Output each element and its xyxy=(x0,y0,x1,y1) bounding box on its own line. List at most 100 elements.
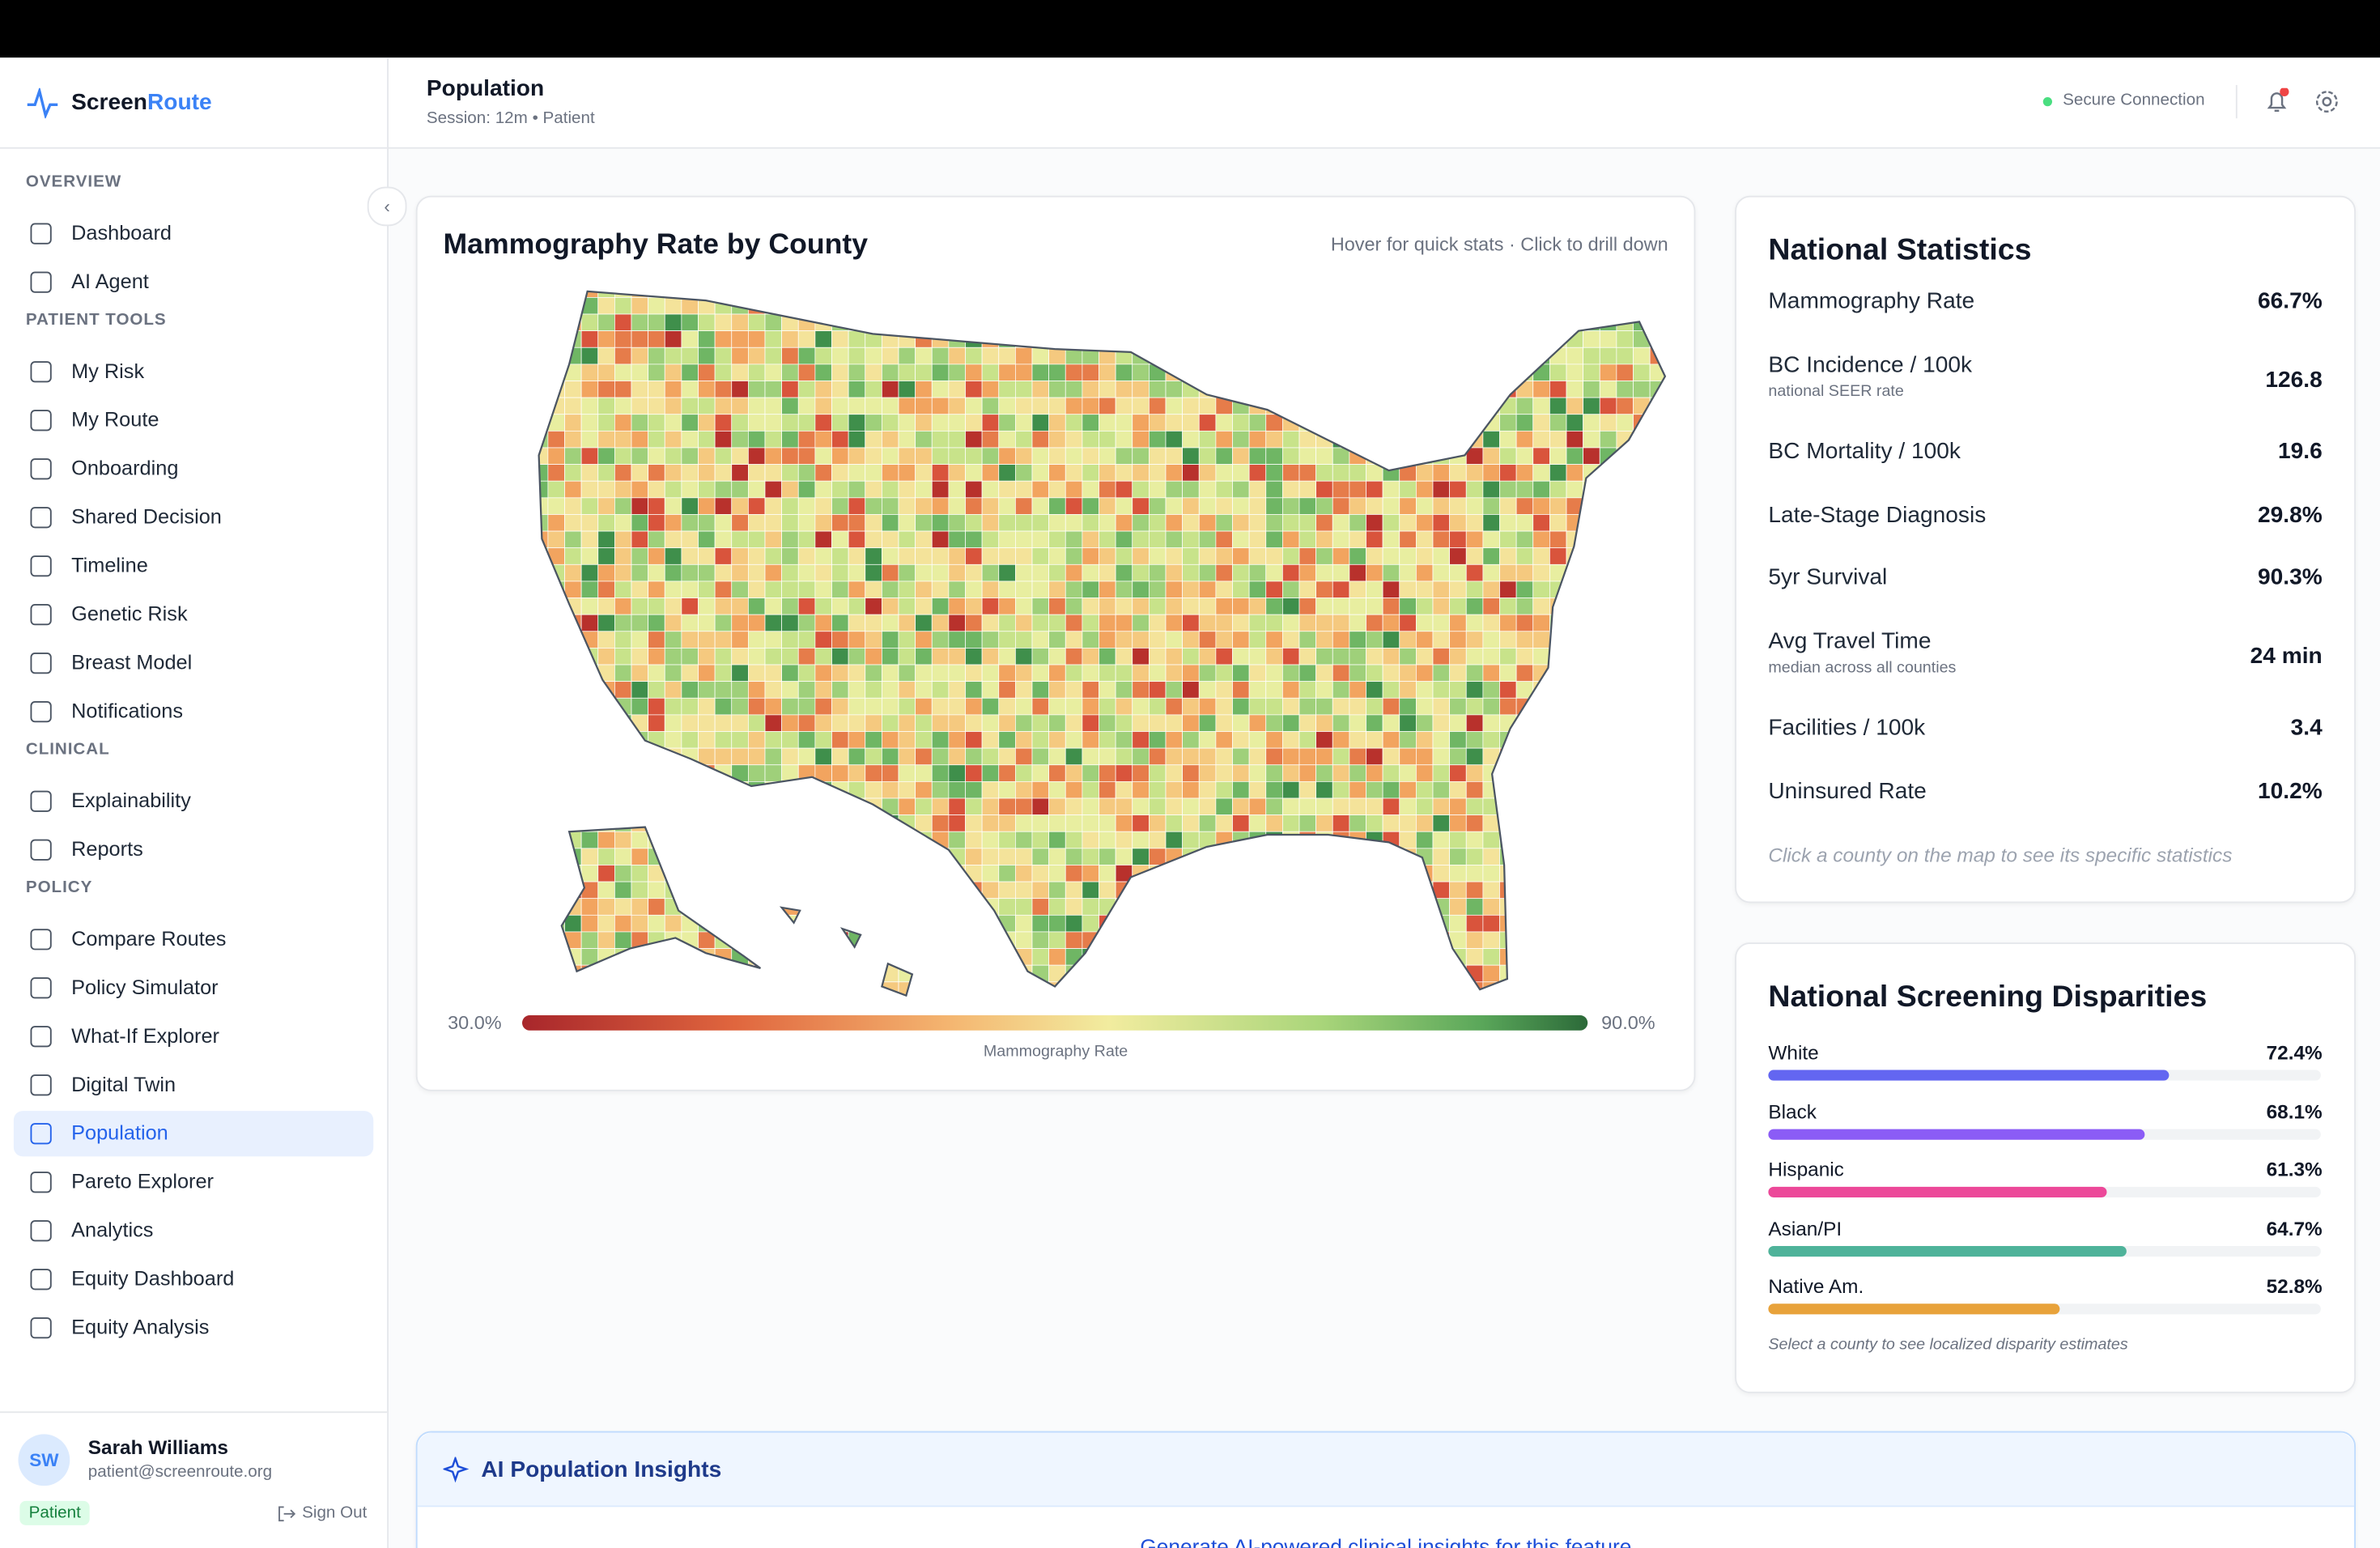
county-cell[interactable] xyxy=(1332,330,1350,348)
county-cell[interactable] xyxy=(597,347,615,365)
county-cell[interactable] xyxy=(898,831,916,849)
county-cell[interactable] xyxy=(831,397,849,415)
county-cell[interactable] xyxy=(965,563,983,582)
county-cell[interactable] xyxy=(1416,797,1434,815)
county-cell[interactable] xyxy=(1465,731,1484,749)
county-cell[interactable] xyxy=(1015,480,1033,499)
county-cell[interactable] xyxy=(564,681,582,699)
county-cell[interactable] xyxy=(1366,931,1383,949)
county-cell[interactable] xyxy=(1416,747,1434,766)
county-cell[interactable] xyxy=(631,580,648,598)
county-cell[interactable] xyxy=(731,381,749,398)
county-cell[interactable] xyxy=(1082,614,1099,632)
county-cell[interactable] xyxy=(1132,330,1150,348)
county-cell[interactable] xyxy=(1515,480,1534,499)
county-cell[interactable] xyxy=(614,848,632,865)
county-cell[interactable] xyxy=(1115,381,1133,398)
county-cell[interactable] xyxy=(1583,281,1600,298)
county-cell[interactable] xyxy=(1232,814,1250,832)
county-cell[interactable] xyxy=(547,764,565,782)
county-cell[interactable] xyxy=(898,931,916,949)
county-cell[interactable] xyxy=(1248,931,1267,949)
county-cell[interactable] xyxy=(1149,313,1167,332)
county-cell[interactable] xyxy=(664,697,682,716)
county-cell[interactable] xyxy=(948,631,966,649)
county-cell[interactable] xyxy=(1198,881,1217,899)
county-cell[interactable] xyxy=(965,898,983,916)
county-cell[interactable] xyxy=(1549,480,1567,499)
county-cell[interactable] xyxy=(965,865,983,882)
county-cell[interactable] xyxy=(1349,714,1366,732)
county-cell[interactable] xyxy=(898,497,916,515)
county-cell[interactable] xyxy=(1315,614,1333,632)
county-cell[interactable] xyxy=(1432,364,1450,381)
county-cell[interactable] xyxy=(614,780,632,799)
county-cell[interactable] xyxy=(714,714,733,732)
county-cell[interactable] xyxy=(1315,931,1333,949)
county-cell[interactable] xyxy=(1115,681,1133,699)
county-cell[interactable] xyxy=(1015,281,1033,298)
county-cell[interactable] xyxy=(1583,981,1600,999)
county-cell[interactable] xyxy=(1248,547,1267,565)
county-cell[interactable] xyxy=(1215,414,1233,432)
county-cell[interactable] xyxy=(1515,747,1534,766)
county-cell[interactable] xyxy=(1132,430,1150,449)
county-cell[interactable] xyxy=(882,530,899,549)
county-cell[interactable] xyxy=(648,631,665,649)
county-cell[interactable] xyxy=(731,731,749,749)
county-cell[interactable] xyxy=(1599,831,1617,849)
county-cell[interactable] xyxy=(1165,780,1183,799)
county-cell[interactable] xyxy=(547,848,565,865)
county-cell[interactable] xyxy=(1667,899,1684,916)
county-cell[interactable] xyxy=(1015,464,1033,482)
county-cell[interactable] xyxy=(915,530,933,549)
county-cell[interactable] xyxy=(831,764,849,782)
county-cell[interactable] xyxy=(681,898,699,916)
county-cell[interactable] xyxy=(1248,747,1267,766)
county-cell[interactable] xyxy=(1599,964,1617,983)
county-cell[interactable] xyxy=(1667,632,1684,649)
county-cell[interactable] xyxy=(1215,631,1233,649)
county-cell[interactable] xyxy=(1583,831,1600,849)
county-cell[interactable] xyxy=(1482,780,1500,799)
county-cell[interactable] xyxy=(1599,681,1617,699)
county-cell[interactable] xyxy=(898,865,916,882)
county-cell[interactable] xyxy=(815,998,832,1015)
county-cell[interactable] xyxy=(1282,430,1300,449)
county-cell[interactable] xyxy=(1449,364,1467,381)
county-cell[interactable] xyxy=(1633,430,1651,449)
county-cell[interactable] xyxy=(664,397,682,415)
county-cell[interactable] xyxy=(882,681,899,699)
county-cell[interactable] xyxy=(1099,764,1116,782)
county-cell[interactable] xyxy=(1031,714,1049,732)
county-cell[interactable] xyxy=(1065,697,1083,716)
county-cell[interactable] xyxy=(1482,447,1500,465)
county-cell[interactable] xyxy=(1015,313,1033,332)
county-cell[interactable] xyxy=(981,865,1000,882)
county-cell[interactable] xyxy=(580,914,599,933)
county-cell[interactable] xyxy=(1248,865,1267,882)
county-cell[interactable] xyxy=(1048,697,1066,716)
county-cell[interactable] xyxy=(882,697,899,716)
county-cell[interactable] xyxy=(1515,981,1534,999)
county-cell[interactable] xyxy=(664,898,682,916)
county-cell[interactable] xyxy=(1149,614,1167,632)
county-cell[interactable] xyxy=(1499,598,1517,615)
county-cell[interactable] xyxy=(1149,430,1167,449)
county-cell[interactable] xyxy=(915,281,933,298)
county-cell[interactable] xyxy=(1532,514,1550,532)
county-cell[interactable] xyxy=(1315,964,1333,983)
county-cell[interactable] xyxy=(1215,563,1233,582)
county-cell[interactable] xyxy=(981,631,1000,649)
county-cell[interactable] xyxy=(1031,764,1049,782)
county-cell[interactable] xyxy=(1232,580,1250,598)
county-cell[interactable] xyxy=(1382,464,1400,482)
county-cell[interactable] xyxy=(1265,464,1283,482)
county-cell[interactable] xyxy=(865,464,882,482)
county-cell[interactable] xyxy=(731,681,749,699)
county-cell[interactable] xyxy=(1416,430,1434,449)
county-cell[interactable] xyxy=(965,747,983,766)
county-cell[interactable] xyxy=(931,347,950,365)
county-cell[interactable] xyxy=(764,497,782,515)
county-cell[interactable] xyxy=(1265,914,1283,933)
